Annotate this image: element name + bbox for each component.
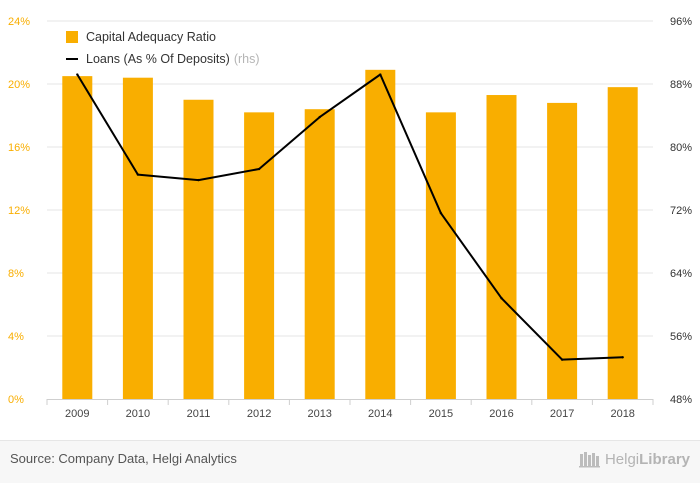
legend-item-capital-adequacy[interactable]: Capital Adequacy Ratio — [66, 26, 260, 48]
line-point-2017 — [560, 358, 564, 361]
x-tick-label: 2015 — [429, 408, 453, 420]
legend-label-rhs: (rhs) — [233, 52, 260, 66]
chart-svg: 0% 48% 4% 56% 8% 64% 12% 72% 16% 80% 20% 88% 24% 96% 2… — [8, 16, 692, 420]
footer-divider — [0, 440, 700, 441]
y-left-tick-label: 16% — [8, 142, 30, 154]
y-left-tick-label: 24% — [8, 16, 30, 28]
line-point-2009 — [76, 73, 79, 76]
bar-2017 — [547, 102, 578, 400]
bar-2016 — [486, 95, 517, 400]
line-point-2015 — [439, 211, 443, 215]
line-point-2010 — [136, 173, 140, 176]
y-left-tick-label: 12% — [8, 205, 30, 217]
legend-item-loans[interactable]: Loans (As % Of Deposits) (rhs) — [66, 48, 260, 70]
x-tick-label: 2009 — [65, 408, 89, 420]
y-left-tick-label: 0% — [8, 394, 24, 406]
line-point-2014 — [379, 73, 382, 76]
line-point-2012 — [257, 167, 261, 171]
x-tick-label: 2018 — [610, 408, 634, 420]
legend-label-loans: Loans (As % Of Deposits) — [86, 52, 230, 66]
bar-2014 — [365, 69, 396, 399]
line-point-2011 — [197, 178, 200, 182]
bar-2010 — [122, 77, 153, 399]
bar-2013 — [304, 109, 335, 399]
x-tick-label: 2014 — [368, 408, 392, 420]
legend-line-swatch — [66, 58, 78, 60]
bookshelf-icon — [578, 452, 600, 468]
bar-2018 — [607, 87, 638, 400]
x-tick-label: 2010 — [126, 408, 150, 420]
line-point-2018 — [621, 356, 624, 359]
y-left-tick-label: 4% — [8, 331, 24, 343]
legend: Capital Adequacy Ratio Loans (As % Of De… — [66, 26, 260, 70]
y-right-tick-label: 56% — [670, 331, 692, 343]
bar-2012 — [244, 112, 275, 399]
legend-bar-swatch — [66, 31, 78, 43]
y-right-tick-label: 48% — [670, 394, 692, 406]
y-right-tick-label: 64% — [670, 268, 692, 280]
y-left-tick-label: 8% — [8, 268, 24, 280]
line-point-2016 — [500, 297, 503, 300]
brand-name-prefix: Helgi — [604, 450, 640, 468]
line-loans-to-deposits — [76, 73, 623, 361]
brand-name-suffix: Library — [639, 450, 690, 468]
bar-2015 — [425, 112, 456, 399]
bar-2009 — [62, 76, 93, 399]
x-tick-label: 2011 — [187, 408, 211, 420]
brand-logo[interactable]: Helgi Library — [578, 450, 690, 468]
x-tick-label: 2013 — [307, 408, 331, 420]
y-right-tick-label: 72% — [670, 205, 692, 217]
chart: 0% 48% 4% 56% 8% 64% 12% 72% 16% 80% 20% 88% 24% 96% 2… — [8, 16, 692, 420]
legend-label-capital-adequacy: Capital Adequacy Ratio — [86, 30, 216, 44]
x-tick-label: 2016 — [489, 408, 513, 420]
x-tick-label: 2012 — [247, 408, 271, 420]
bar-2011 — [183, 99, 214, 399]
y-left-tick-label: 20% — [8, 79, 30, 91]
source-text: Source: Company Data, Helgi Analytics — [10, 451, 237, 466]
x-tick-label: 2017 — [550, 408, 574, 420]
y-right-tick-label: 96% — [670, 16, 692, 28]
footer: Source: Company Data, Helgi Analytics He… — [0, 441, 700, 483]
y-right-tick-label: 88% — [670, 79, 692, 91]
line-point-2013 — [318, 115, 321, 119]
y-right-tick-label: 80% — [670, 142, 692, 154]
